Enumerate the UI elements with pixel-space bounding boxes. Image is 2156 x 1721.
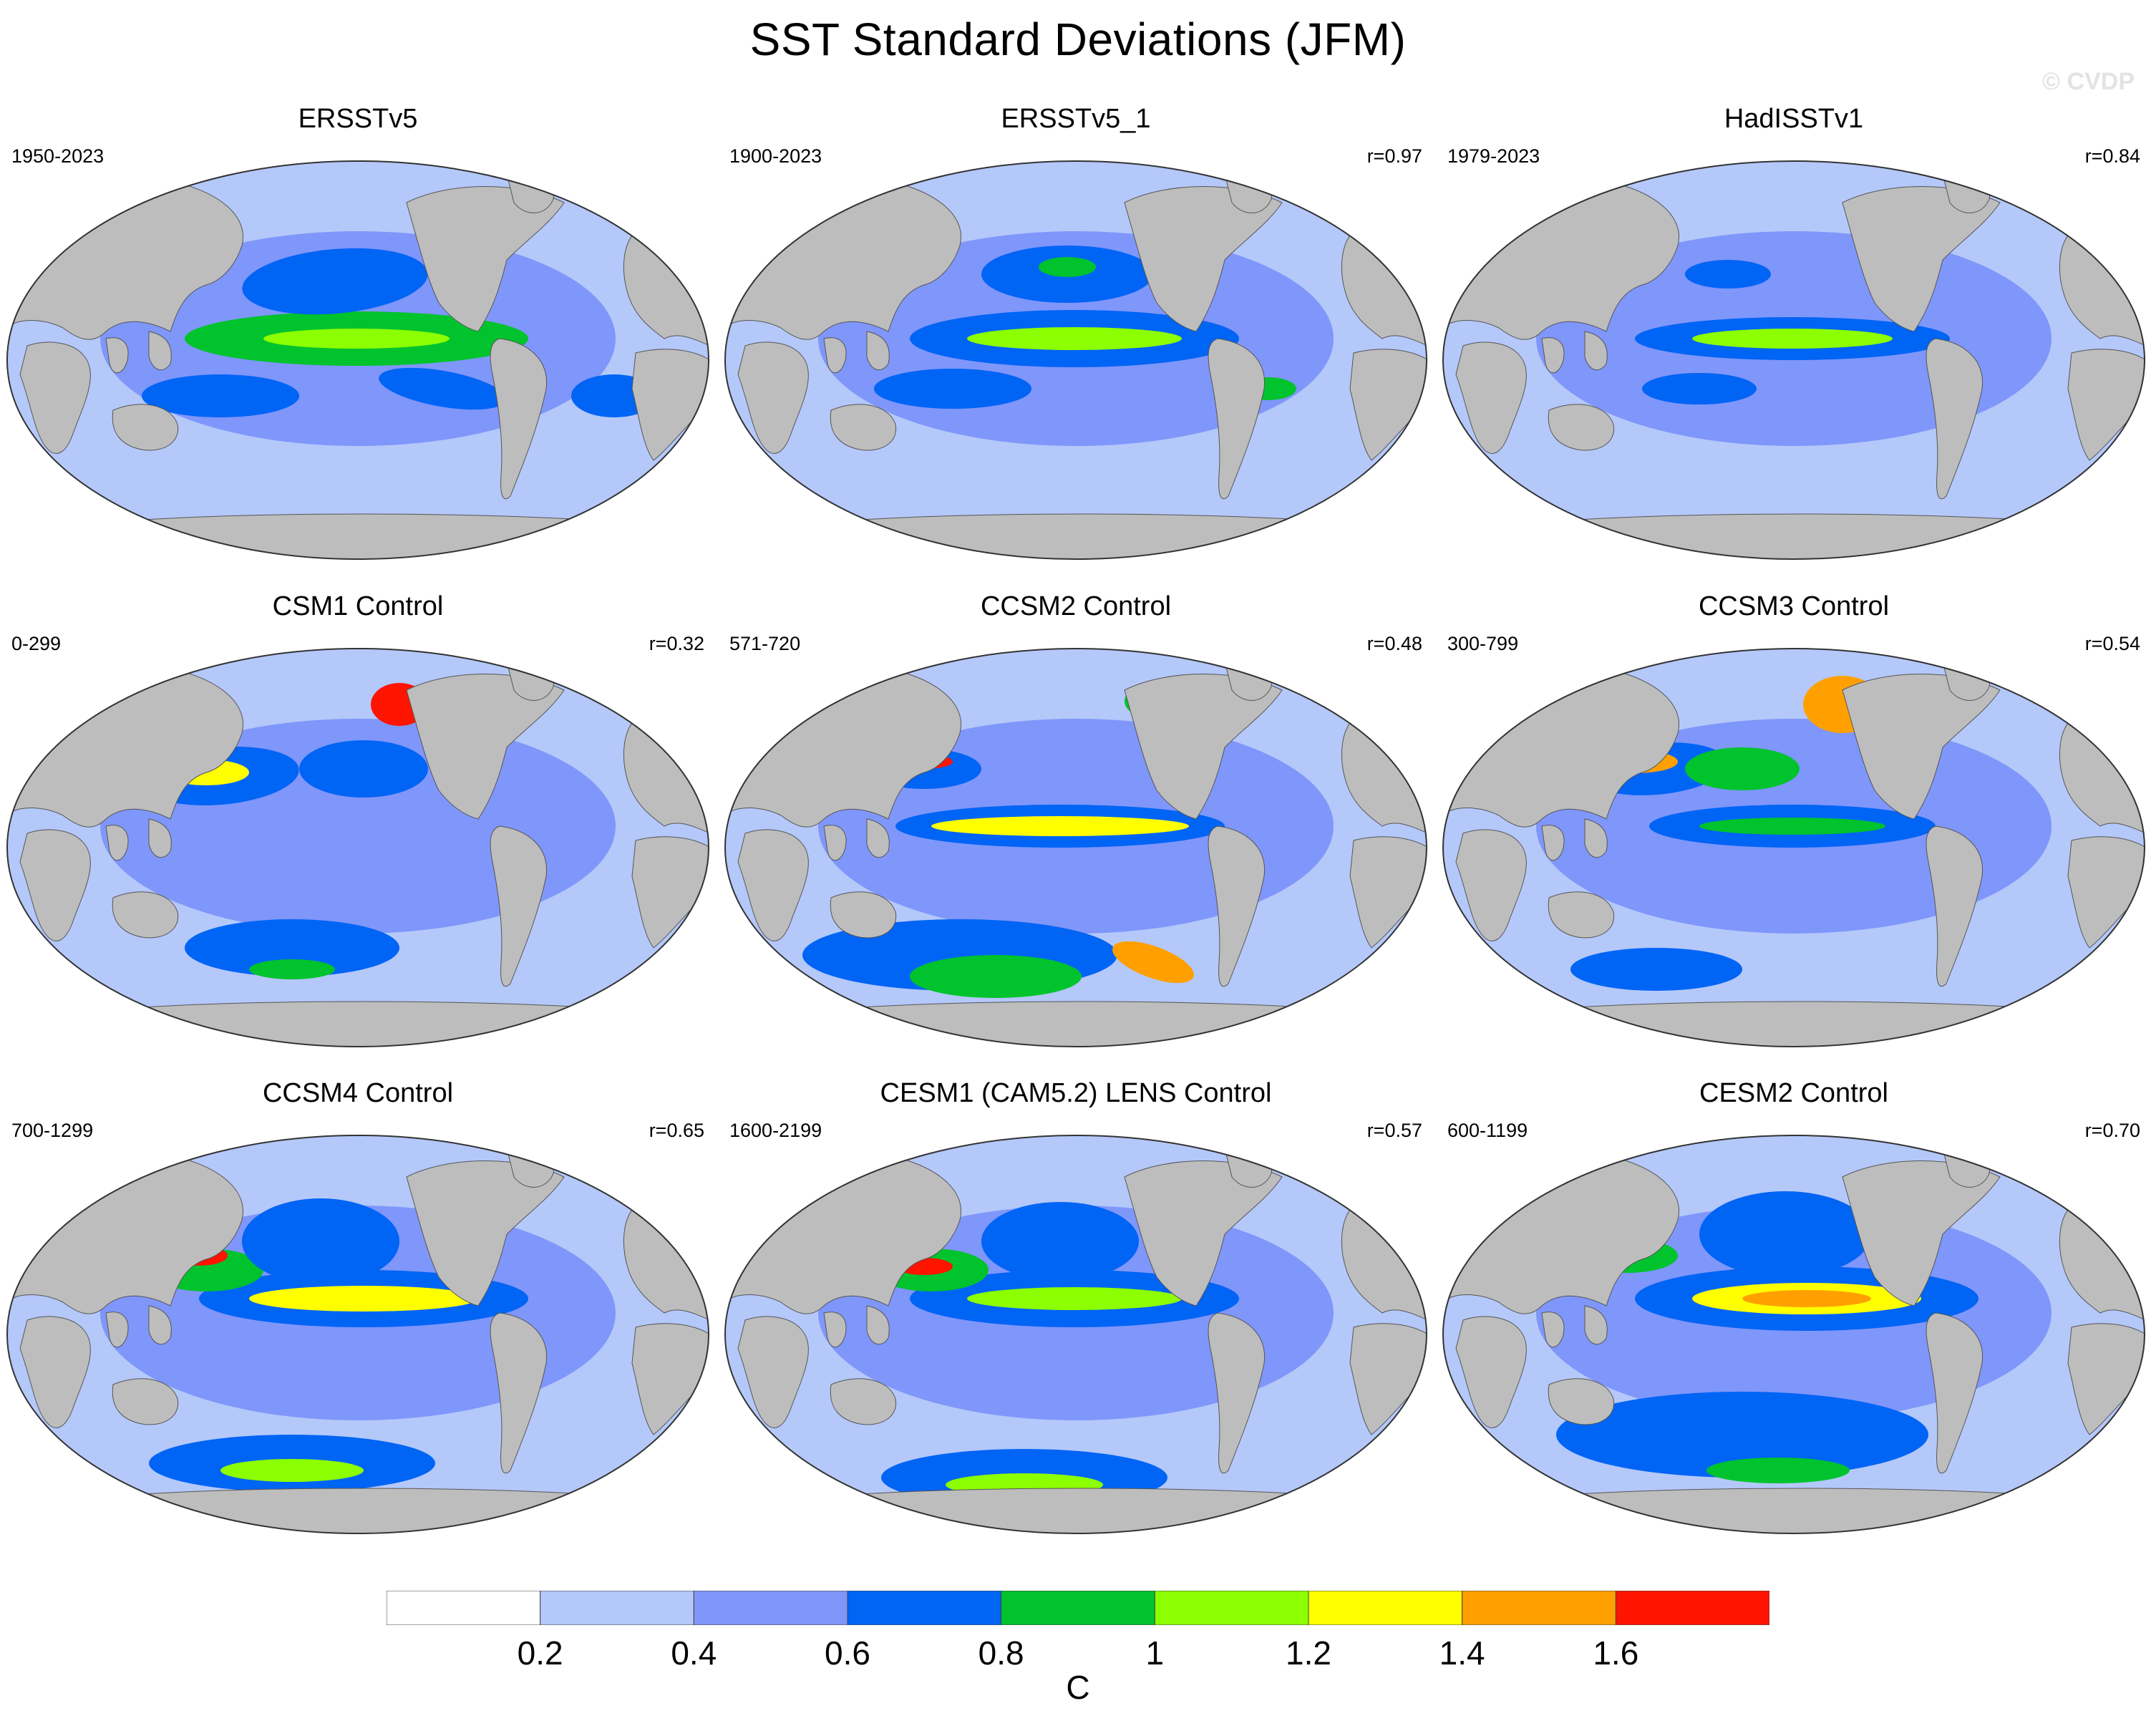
colorbar (387, 1591, 1769, 1625)
colorbar-tick-label: 0.2 (517, 1634, 563, 1672)
world-map (724, 648, 1427, 1047)
panel-title: CESM2 Control (1699, 1078, 1888, 1108)
world-map (6, 160, 709, 560)
panel-years: 571-720 (729, 633, 801, 654)
panel-years: 1900-2023 (729, 145, 822, 167)
world-map (724, 160, 1427, 560)
colorbar-tick-label: 1.6 (1593, 1634, 1639, 1672)
map-panel-ersstv5-1: ERSSTv5_1 1900-2023 r=0.97 (718, 104, 1434, 562)
map-panel-ccsm4: CCSM4 Control 700-1299 r=0.65 (0, 1078, 716, 1536)
colorbar-tick-label: 1 (1145, 1634, 1165, 1672)
watermark: © CVDP (2042, 68, 2135, 95)
colorbar-bin (540, 1591, 694, 1625)
panel-years: 700-1299 (11, 1120, 94, 1141)
world-map (1442, 160, 2145, 560)
colorbar-tick-label: 0.8 (978, 1634, 1024, 1672)
world-map (6, 1135, 709, 1534)
map-panel-ccsm3: CCSM3 Control 300-799 r=0.54 (1436, 591, 2152, 1049)
colorbar-bin (1462, 1591, 1616, 1625)
colorbar-bin (693, 1591, 848, 1625)
map-panel-csm1: CSM1 Control 0-299 r=0.32 (0, 591, 716, 1049)
panel-title: CSM1 Control (272, 591, 444, 621)
colorbar-tick-label: 1.2 (1286, 1634, 1331, 1672)
map-panel-hadisst: HadISSTv1 1979-2023 r=0.84 (1436, 104, 2152, 562)
colorbar-bin (1308, 1591, 1463, 1625)
panel-years: 1600-2199 (729, 1120, 822, 1141)
map-panel-cesm1-lens: CESM1 (CAM5.2) LENS Control 1600-2199 r=… (718, 1078, 1434, 1536)
panel-correlation: r=0.57 (1366, 1120, 1422, 1141)
colorbar-units: C (1066, 1669, 1090, 1706)
colorbar-bin (1615, 1591, 1769, 1625)
world-map (1442, 1135, 2145, 1534)
colorbar-tick-label: 0.6 (825, 1634, 870, 1672)
panel-title: ERSSTv5_1 (1001, 104, 1151, 134)
map-panel-cesm2: CESM2 Control 600-1199 r=0.70 (1436, 1078, 2152, 1536)
colorbar-tick-label: 0.4 (671, 1634, 717, 1672)
panel-title: CCSM2 Control (980, 591, 1172, 621)
colorbar-bin (1001, 1591, 1155, 1625)
panel-correlation: r=0.54 (2084, 633, 2140, 654)
panel-years: 300-799 (1447, 633, 1519, 654)
world-map (724, 1135, 1427, 1534)
colorbar-tick-label: 1.4 (1439, 1634, 1485, 1672)
map-panel-ccsm2: CCSM2 Control 571-720 r=0.48 (718, 591, 1434, 1049)
panel-years: 600-1199 (1447, 1120, 1528, 1141)
panel-years: 1950-2023 (11, 145, 105, 167)
panel-title: ERSSTv5 (298, 104, 418, 134)
panel-correlation: r=0.84 (2084, 145, 2140, 167)
panel-title: CCSM3 Control (1698, 591, 1890, 621)
panel-years: 0-299 (11, 633, 62, 654)
panel-correlation: r=0.70 (2084, 1120, 2140, 1141)
panel-title: CESM1 (CAM5.2) LENS Control (880, 1078, 1272, 1108)
colorbar-bin (847, 1591, 1002, 1625)
panel-years: 1979-2023 (1447, 145, 1540, 167)
figure-title: SST Standard Deviations (JFM) (749, 14, 1407, 65)
panel-correlation: r=0.48 (1366, 633, 1422, 654)
panel-title: HadISSTv1 (1724, 104, 1864, 134)
panel-correlation: r=0.65 (649, 1120, 704, 1141)
panel-title: CCSM4 Control (262, 1078, 454, 1108)
world-map (1442, 648, 2145, 1047)
colorbar-bin (1154, 1591, 1309, 1625)
world-map (6, 648, 709, 1047)
colorbar-bin (387, 1591, 541, 1625)
map-panel-erss-tv5: ERSSTv5 1950-2023 (0, 104, 716, 562)
panel-correlation: r=0.97 (1366, 145, 1422, 167)
panel-correlation: r=0.32 (649, 633, 704, 654)
